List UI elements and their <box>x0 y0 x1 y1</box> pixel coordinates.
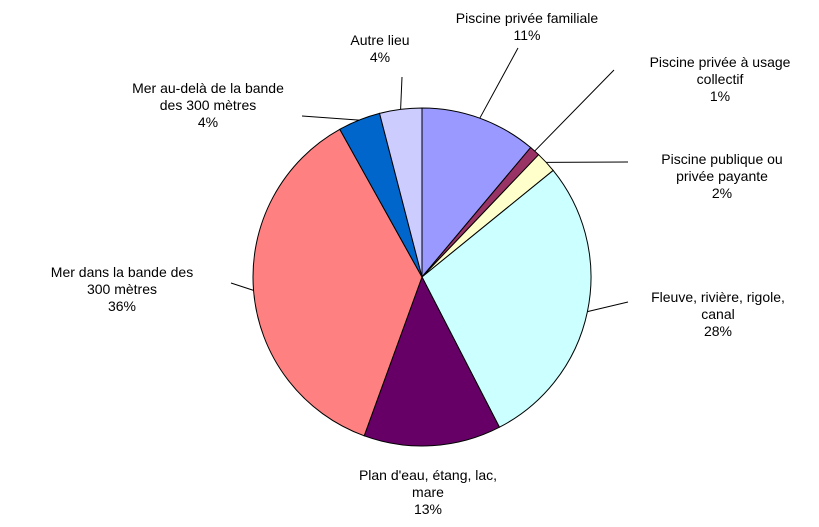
slice-name: Piscine privée familiale <box>455 10 599 26</box>
slice-percent: 11% <box>513 27 541 43</box>
leader-line <box>534 69 615 152</box>
slice-label: Piscine publique ou privée payante 2% <box>647 151 797 202</box>
leader-line <box>301 115 360 121</box>
slice-label: Piscine privée à usage collectif 1% <box>633 54 808 105</box>
slice-percent: 1% <box>709 88 731 104</box>
slice-percent: 13% <box>413 501 443 517</box>
slice-label: Autre lieu 4% <box>320 32 440 66</box>
slice-percent: 28% <box>703 323 733 339</box>
pie-slice <box>363 275 501 447</box>
leader-line <box>479 47 519 119</box>
pie-slice <box>421 169 592 428</box>
slice-name: Mer au-delà de la bande des 300 mètres <box>132 80 284 113</box>
slice-name: Plan d'eau, étang, lac, mare <box>358 467 498 500</box>
slice-label: Piscine privée familiale 11% <box>427 10 627 44</box>
slice-label: Mer dans la bande des 300 mètres 36% <box>40 264 205 315</box>
slice-percent: 4% <box>197 114 219 130</box>
slice-label: Mer au-delà de la bande des 300 mètres 4% <box>131 80 286 131</box>
leader-line <box>400 76 403 110</box>
slice-name: Autre lieu <box>350 32 410 48</box>
slice-name: Piscine privée à usage collectif <box>649 54 791 87</box>
slice-name: Piscine publique ou privée payante <box>661 151 783 184</box>
slice-name: Fleuve, rivière, rigole, canal <box>651 289 785 322</box>
slice-percent: 2% <box>711 185 733 201</box>
slice-label: Plan d'eau, étang, lac, mare 13% <box>346 467 511 518</box>
leader-line <box>230 282 254 291</box>
pie-slice <box>378 107 423 278</box>
slice-percent: 4% <box>369 49 391 65</box>
leader-line <box>587 301 629 313</box>
slice-name: Mer dans la bande des 300 mètres <box>50 264 194 297</box>
slice-percent: 36% <box>107 298 137 314</box>
pie-slice <box>421 107 532 279</box>
slice-label: Fleuve, rivière, rigole, canal 28% <box>633 289 803 340</box>
